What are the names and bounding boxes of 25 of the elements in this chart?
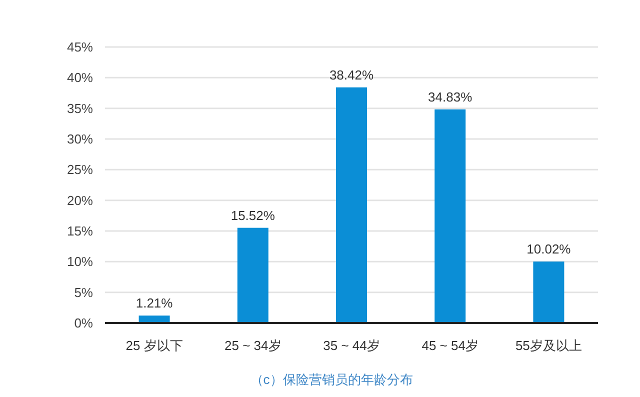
data-label: 34.83% — [428, 89, 473, 104]
x-tick-label: 25 岁以下 — [126, 338, 183, 353]
y-tick-label: 40% — [66, 70, 94, 86]
bar — [533, 262, 564, 323]
bar — [336, 87, 367, 323]
y-tick-label: 0% — [74, 316, 94, 330]
data-label: 15.52% — [230, 208, 276, 223]
y-tick-label: 25% — [66, 162, 94, 178]
y-tick-label: 45% — [66, 40, 94, 54]
y-tick-label: 15% — [66, 224, 94, 238]
data-label: 1.21% — [136, 296, 174, 311]
x-tick-label: 55岁及以上 — [515, 338, 582, 353]
bar — [434, 109, 466, 323]
data-label: 10.02% — [526, 242, 572, 257]
y-tick-label: 30% — [66, 132, 94, 146]
x-tick-label: 25 ~ 34岁 — [224, 338, 282, 353]
data-label: 38.42% — [329, 67, 374, 82]
bar — [237, 228, 268, 323]
y-tick-label: 20% — [66, 192, 94, 208]
y-tick-label: 35% — [66, 100, 94, 116]
x-tick-label: 45 ~ 54岁 — [422, 338, 478, 353]
y-tick-label: 10% — [66, 254, 94, 270]
text: （c）保险营销员的年龄分布 — [250, 372, 413, 387]
x-tick-label: 35 ~ 44岁 — [323, 338, 380, 353]
y-tick-label: 5% — [74, 284, 94, 300]
